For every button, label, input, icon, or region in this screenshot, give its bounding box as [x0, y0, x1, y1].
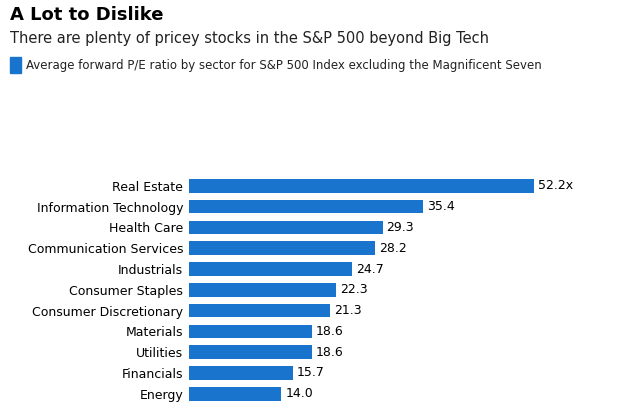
Text: 22.3: 22.3	[340, 284, 368, 296]
Bar	[189, 200, 423, 213]
Text: 29.3: 29.3	[387, 221, 414, 234]
Text: 18.6: 18.6	[316, 325, 344, 338]
Text: A Lot to Dislike: A Lot to Dislike	[10, 6, 163, 24]
Text: 35.4: 35.4	[427, 200, 454, 213]
Text: 14.0: 14.0	[285, 387, 313, 400]
Bar	[189, 304, 330, 318]
Bar	[189, 241, 375, 255]
Text: 28.2: 28.2	[380, 242, 407, 255]
Text: 52.2x: 52.2x	[538, 179, 573, 192]
Bar	[189, 220, 383, 234]
Text: There are plenty of pricey stocks in the S&P 500 beyond Big Tech: There are plenty of pricey stocks in the…	[10, 32, 488, 47]
Bar	[189, 262, 352, 276]
Text: 18.6: 18.6	[316, 346, 344, 359]
Text: 24.7: 24.7	[356, 262, 384, 276]
Text: 15.7: 15.7	[296, 367, 324, 380]
Bar	[189, 387, 282, 401]
Bar	[189, 345, 312, 359]
Bar	[189, 179, 534, 193]
Text: 21.3: 21.3	[333, 304, 361, 317]
Text: Average forward P/E ratio by sector for S&P 500 Index excluding the Magnificent : Average forward P/E ratio by sector for …	[26, 59, 542, 71]
Bar	[189, 325, 312, 338]
Bar	[189, 366, 292, 380]
Bar	[189, 283, 336, 297]
